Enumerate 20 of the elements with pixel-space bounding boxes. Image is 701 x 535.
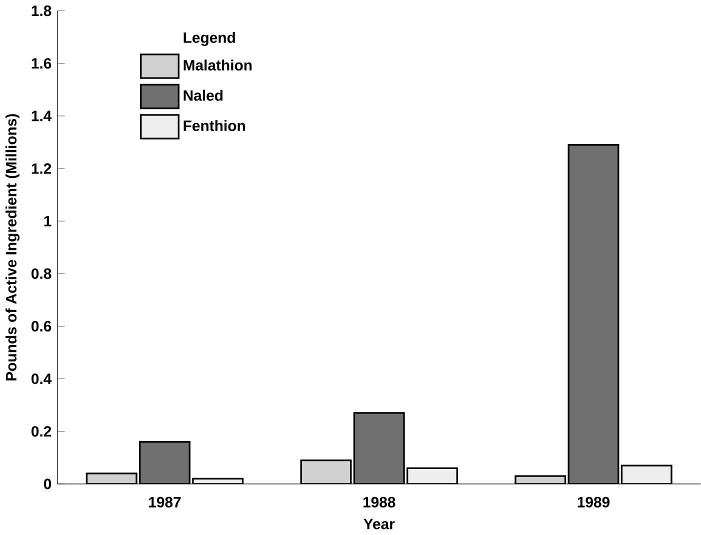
- y-tick-label: 1.4: [32, 110, 52, 122]
- y-tick-label: 0.4: [32, 374, 52, 384]
- y-axis-title: Pounds of Active Ingredient (Millions): [6, 114, 20, 381]
- y-tick-label: 1.6: [32, 58, 52, 69]
- x-tick-label: 1989: [578, 496, 610, 508]
- bar: [300, 460, 352, 484]
- y-tick-label: 1.2: [32, 163, 52, 174]
- legend-label: Fenthion: [184, 120, 245, 132]
- legend-label: Naled: [184, 90, 222, 101]
- y-tick-label: 1.8: [32, 6, 52, 16]
- y-tick-label: 0.2: [32, 426, 52, 437]
- x-axis-title: Year: [364, 518, 395, 530]
- legend-title: Legend: [184, 32, 235, 46]
- y-tick-label: 0: [44, 478, 52, 490]
- y-tick-label: 0.6: [32, 321, 52, 332]
- x-tick-label: 1987: [149, 496, 181, 508]
- x-tick-label: 1988: [363, 496, 396, 508]
- y-tick-label: 0.8: [32, 268, 52, 280]
- y-tick-label: 1: [44, 216, 52, 226]
- legend-label: Malathion: [184, 60, 252, 71]
